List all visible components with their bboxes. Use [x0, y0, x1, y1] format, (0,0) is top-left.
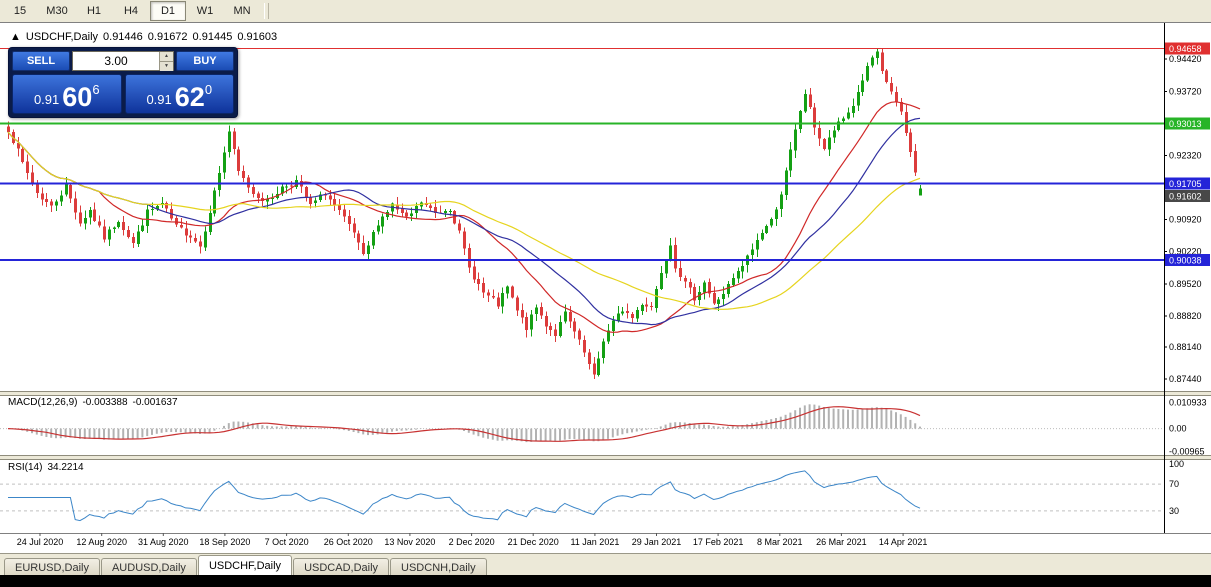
- rsi-axis-label: 70: [1169, 479, 1179, 489]
- macd-title: MACD(12,26,9): [8, 397, 78, 408]
- date-tick-label: 7 Oct 2020: [265, 537, 309, 547]
- macd-axis-label: 0.010933: [1169, 397, 1207, 407]
- chart-area[interactable]: 0.94420 0.93720 0.92320 0.90920 0.90220 0.895…: [0, 22, 1211, 554]
- date-tick-label: 14 Apr 2021: [879, 537, 928, 547]
- toolbar-separator: [264, 3, 269, 19]
- date-tick-label: 13 Nov 2020: [384, 537, 435, 547]
- macd-value-main: -0.003388: [82, 397, 128, 408]
- price-tick-label: 0.88140: [1169, 342, 1202, 352]
- date-tick-label: 21 Dec 2020: [508, 537, 559, 547]
- date-tick-label: 17 Feb 2021: [693, 537, 744, 547]
- rsi-axis-label: 30: [1169, 506, 1179, 516]
- timeframe-button-h1[interactable]: H1: [86, 5, 102, 17]
- macd-panel: [0, 404, 1164, 443]
- one-click-trade-panel: SELL ▲ ▼ BUY 0.91 60 6 0.91: [8, 47, 238, 118]
- rsi-axis-label: 100: [1169, 459, 1184, 469]
- sell-price-button[interactable]: 0.91 60 6: [12, 74, 122, 114]
- macd-axis-label: 0.00: [1169, 424, 1187, 434]
- price-axis[interactable]: 0.94420 0.93720 0.92320 0.90920 0.90220 0.895…: [1164, 23, 1210, 533]
- timeframe-button-15[interactable]: 15: [13, 5, 27, 17]
- ohlc-close: 0.91603: [237, 31, 278, 43]
- macd-value-signal: -0.001637: [132, 397, 178, 408]
- date-tick-label: 18 Sep 2020: [199, 537, 250, 547]
- timeframe-button-mn[interactable]: MN: [233, 5, 251, 17]
- h-line-price-label: 0.94658: [1169, 44, 1202, 54]
- ohlc-low: 0.91445: [192, 31, 233, 43]
- price-tick-label: 0.92320: [1169, 151, 1202, 161]
- price-tick-label: 0.90920: [1169, 215, 1202, 225]
- timeframe-button-w1[interactable]: W1: [196, 5, 214, 17]
- sell-price-big: 60: [62, 82, 93, 112]
- sell-button[interactable]: SELL: [12, 51, 70, 71]
- buy-button[interactable]: BUY: [176, 51, 234, 71]
- date-tick-label: 2 Dec 2020: [449, 537, 495, 547]
- date-tick-label: 31 Aug 2020: [138, 537, 189, 547]
- sell-price-sup: 6: [92, 82, 100, 97]
- volume-down-icon[interactable]: ▼: [160, 62, 173, 71]
- rsi-value: 34.2214: [47, 462, 84, 473]
- h-line-price-label: 0.93013: [1169, 119, 1202, 129]
- chart-tab-usdcnh[interactable]: USDCNH,Daily: [390, 558, 487, 576]
- rsi-title: RSI(14): [8, 462, 43, 473]
- buy-price-big: 62: [174, 82, 205, 112]
- current-price-label: 0.91602: [1169, 192, 1202, 202]
- timeframe-button-h4[interactable]: H4: [123, 5, 139, 17]
- chart-tab-eurusd[interactable]: EURUSD,Daily: [4, 558, 100, 576]
- timeframe-button-d1[interactable]: D1: [150, 1, 186, 21]
- date-tick-label: 29 Jan 2021: [632, 537, 682, 547]
- buy-price-prefix: 0.91: [146, 92, 172, 107]
- date-tick-label: 26 Oct 2020: [324, 537, 373, 547]
- chart-tab-usdchf[interactable]: USDCHF,Daily: [197, 555, 293, 576]
- price-tick-label: 0.93720: [1169, 86, 1202, 96]
- rsi-indicator-label: RSI(14) 34.2214: [8, 462, 89, 473]
- candles-layer: [7, 47, 922, 379]
- chart-tabs-bar: EURUSD,Daily AUDUSD,Daily USDCHF,Daily USDC…: [0, 553, 1211, 576]
- date-tick-label: 8 Mar 2021: [757, 537, 803, 547]
- h-line-price-label: 0.91705: [1169, 179, 1202, 189]
- panel-collapse-arrow-icon[interactable]: ▲: [10, 31, 21, 43]
- date-tick-label: 12 Aug 2020: [76, 537, 127, 547]
- price-tick-label: 0.89520: [1169, 279, 1202, 289]
- volume-spinner: ▲ ▼: [159, 52, 173, 71]
- chart-tab-usdcad[interactable]: USDCAD,Daily: [293, 558, 390, 576]
- volume-up-icon[interactable]: ▲: [160, 52, 173, 62]
- date-tick-label: 24 Jul 2020: [17, 537, 64, 547]
- price-tick-label: 0.87440: [1169, 374, 1202, 384]
- rsi-panel: [0, 470, 1164, 522]
- h-line-price-label: 0.90038: [1169, 256, 1202, 266]
- moving-averages-layer: [7, 101, 921, 333]
- buy-price-sup: 0: [204, 82, 213, 97]
- macd-indicator-label: MACD(12,26,9) -0.003388 -0.001637: [8, 397, 183, 408]
- volume-input[interactable]: [73, 52, 159, 70]
- price-tick-label: 0.88820: [1169, 311, 1202, 321]
- date-axis[interactable]: 24 Jul 2020 12 Aug 2020 31 Aug 2020 18 Sep …: [0, 533, 1211, 547]
- macd-axis-label: -0.00965: [1169, 447, 1205, 457]
- volume-field: ▲ ▼: [72, 51, 174, 71]
- chart-title: ▲ USDCHF,Daily 0.91446 0.91672 0.91445 0.9160…: [10, 31, 282, 43]
- price-tick-label: 0.90220: [1169, 247, 1202, 257]
- date-tick-label: 11 Jan 2021: [570, 537, 619, 547]
- chart-tab-audusd[interactable]: AUDUSD,Daily: [100, 558, 197, 576]
- timeframe-toolbar: 15 M30 H1 H4 D1 W1 MN: [0, 0, 1211, 23]
- ohlc-high: 0.91672: [147, 31, 188, 43]
- taskbar: [0, 575, 1211, 587]
- sell-price-prefix: 0.91: [33, 92, 60, 107]
- timeframe-button-m30[interactable]: M30: [46, 5, 68, 17]
- buy-price-button[interactable]: 0.91 62 0: [124, 74, 234, 114]
- ohlc-open: 0.91446: [103, 31, 143, 43]
- symbol-title: USDCHF,Daily: [25, 31, 99, 43]
- date-tick-label: 26 Mar 2021: [816, 537, 867, 547]
- price-tick-label: 0.94420: [1169, 54, 1202, 64]
